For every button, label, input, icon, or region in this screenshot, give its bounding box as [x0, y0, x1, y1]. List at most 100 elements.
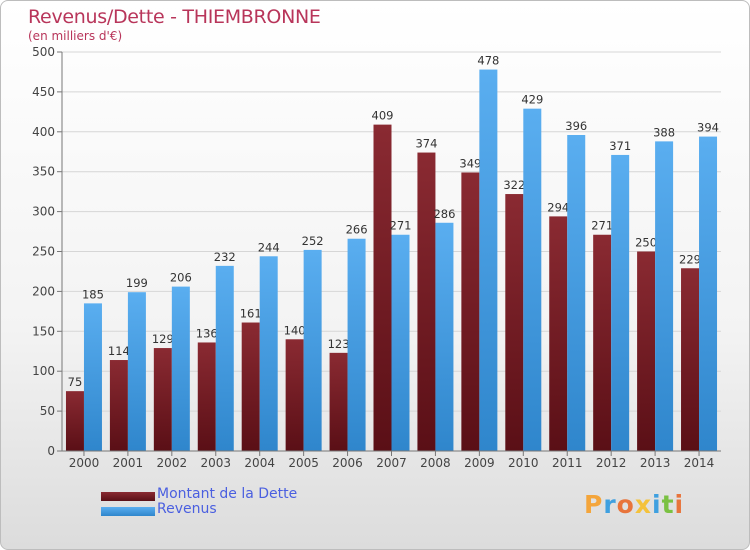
bar-dette — [549, 216, 568, 451]
x-tick-label: 2001 — [113, 456, 144, 470]
logo-letter: i — [652, 490, 662, 519]
chart-subtitle: (en milliers d'€) — [28, 29, 123, 43]
x-tick-label: 2005 — [288, 456, 319, 470]
logo-letter: t — [661, 490, 675, 519]
data-label-dette: 294 — [547, 200, 569, 214]
data-label-revenus: 396 — [565, 119, 587, 133]
data-label-revenus: 429 — [521, 93, 543, 107]
data-label-dette: 161 — [240, 307, 262, 321]
bar-revenus — [479, 69, 498, 451]
data-label-revenus: 371 — [609, 139, 631, 153]
bar-revenus — [391, 234, 410, 451]
legend-label-dette: Montant de la Dette — [157, 486, 298, 502]
y-tick-label: 450 — [32, 85, 55, 99]
bar-dette — [285, 339, 304, 451]
y-tick-label: 50 — [40, 404, 55, 418]
bar-revenus — [567, 134, 586, 451]
data-label-dette: 136 — [196, 326, 218, 340]
x-tick-label: 2011 — [552, 456, 583, 470]
bar-revenus — [347, 238, 366, 451]
x-tick-label: 2004 — [244, 456, 275, 470]
bar-revenus — [523, 108, 542, 452]
y-tick-label: 150 — [32, 324, 55, 338]
bar-revenus — [215, 265, 234, 451]
data-label-dette: 409 — [372, 109, 394, 123]
data-label-revenus: 232 — [214, 250, 236, 264]
data-label-revenus: 394 — [697, 121, 719, 135]
data-label-revenus: 271 — [390, 219, 412, 233]
bar-revenus — [655, 141, 674, 451]
data-label-dette: 140 — [284, 323, 306, 337]
logo-letter: x — [634, 490, 652, 519]
legend-swatch-revenus — [101, 507, 155, 516]
data-label-dette: 129 — [152, 332, 174, 346]
y-tick-label: 250 — [32, 245, 55, 259]
x-tick-label: 2009 — [464, 456, 495, 470]
data-label-dette: 114 — [108, 344, 130, 358]
bar-dette — [197, 342, 216, 451]
x-tick-label: 2003 — [200, 456, 231, 470]
x-tick-label: 2002 — [157, 456, 188, 470]
bar-dette — [417, 152, 436, 451]
y-tick-label: 0 — [47, 444, 55, 458]
data-label-dette: 75 — [68, 375, 83, 389]
x-tick-label: 2008 — [420, 456, 451, 470]
bar-revenus — [127, 292, 146, 451]
data-label-revenus: 244 — [258, 240, 280, 254]
legend-swatch-dette — [101, 492, 155, 501]
data-label-revenus: 199 — [126, 276, 148, 290]
data-label-revenus: 185 — [82, 287, 104, 301]
x-tick-label: 2010 — [508, 456, 539, 470]
bar-dette — [241, 322, 260, 451]
x-tick-label: 2013 — [640, 456, 671, 470]
x-tick-label: 2007 — [376, 456, 407, 470]
data-label-dette: 322 — [503, 178, 525, 192]
logo-letter: P — [584, 490, 604, 519]
bar-dette — [681, 268, 700, 451]
data-label-revenus: 478 — [477, 54, 499, 68]
logo-letter: o — [616, 490, 635, 519]
bar-dette — [461, 172, 480, 452]
y-tick-label: 300 — [32, 205, 55, 219]
data-label-dette: 374 — [415, 137, 437, 151]
y-tick-label: 100 — [32, 364, 55, 378]
y-tick-label: 400 — [32, 125, 55, 139]
legend-label-revenus: Revenus — [157, 501, 217, 517]
y-axis-ticks: 0 50 100 150 200 250 300 350 400 450 500 — [32, 45, 62, 458]
x-tick-label: 2012 — [596, 456, 627, 470]
bar-dette — [637, 251, 656, 451]
x-tick-label: 2014 — [684, 456, 715, 470]
data-label-dette: 250 — [635, 236, 657, 250]
bar-dette — [109, 360, 128, 451]
bar-revenus — [83, 303, 102, 451]
bar-dette — [329, 352, 348, 451]
y-tick-label: 200 — [32, 284, 55, 298]
bar-revenus — [611, 154, 630, 451]
data-label-revenus: 206 — [170, 271, 192, 285]
logo-letter: r — [603, 490, 617, 519]
data-label-revenus: 252 — [302, 234, 324, 248]
data-label-dette: 229 — [679, 252, 701, 266]
bar-dette — [65, 391, 84, 451]
data-label-revenus: 388 — [653, 125, 675, 139]
bar-revenus — [303, 249, 322, 451]
y-tick-label: 500 — [32, 45, 55, 59]
logo-letter: i — [674, 490, 685, 519]
data-label-revenus: 286 — [433, 207, 455, 221]
bar-revenus — [699, 136, 718, 451]
y-tick-label: 350 — [32, 165, 55, 179]
bar-dette — [153, 348, 172, 451]
bars: 75 185 114 199 129 206 136 232 161 244 140 252 123 26… — [65, 54, 719, 452]
x-tick-label: 2000 — [69, 456, 100, 470]
data-label-dette: 123 — [328, 337, 350, 351]
bar-revenus — [259, 256, 278, 451]
x-axis-ticks: 2000 2001 2002 2003 2004 2005 2006 2007 2008 2009… — [69, 451, 715, 470]
bar-dette — [505, 194, 524, 451]
proxiti-logo: Proxiti — [584, 490, 684, 519]
data-label-dette: 271 — [591, 219, 613, 233]
data-label-revenus: 266 — [346, 223, 368, 237]
data-label-dette: 349 — [459, 156, 481, 170]
chart-title: Revenus/Dette - THIEMBRONNE — [28, 6, 321, 28]
bar-revenus — [171, 286, 190, 451]
